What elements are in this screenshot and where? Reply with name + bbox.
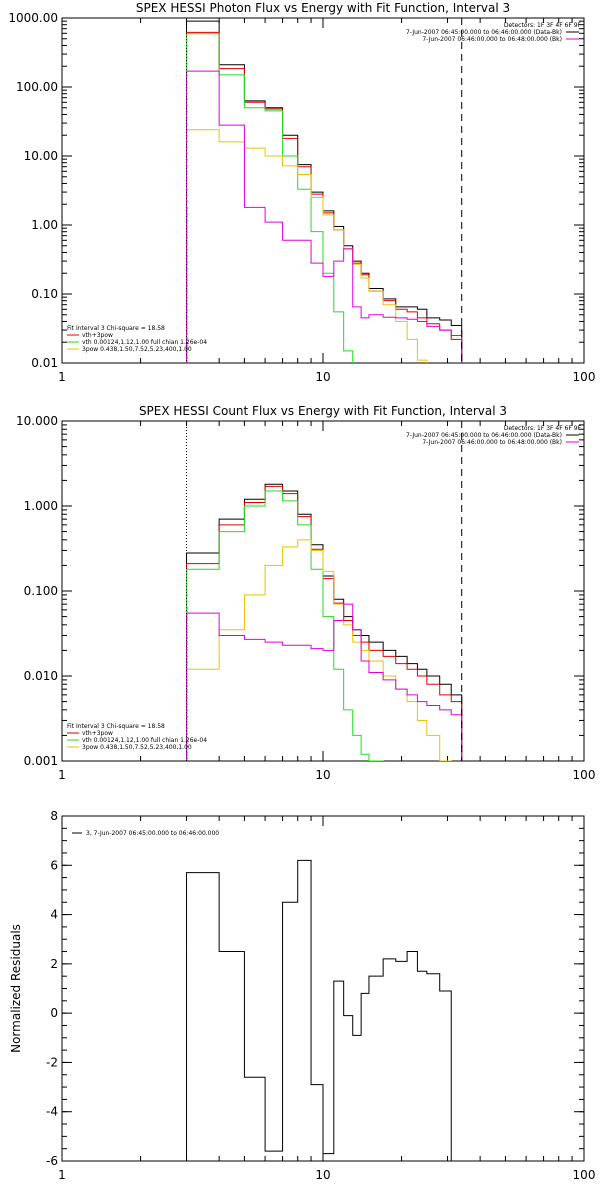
legend-item-label: 3pow 0.438,1.50,7.52,5.23,400,1.00	[82, 744, 192, 751]
x-tick-label: 1	[58, 370, 66, 384]
time-interval-label: 7-Jun-2007 06:46:00.000 to 06:48:00.000 …	[422, 36, 562, 43]
y-tick-label: 0.001	[24, 754, 58, 768]
legend: Fit Interval 3 Chi-square = 18.58vth+3po…	[67, 723, 207, 751]
y-tick-label: 10.00	[24, 149, 58, 163]
y-tick-label: 0.010	[24, 669, 58, 683]
legend: 3, 7-Jun-2007 06:45:00.000 to 06:46:00.0…	[72, 830, 219, 837]
x-tick-label: 100	[573, 1168, 596, 1182]
series-black-line	[186, 859, 452, 1161]
time-interval-label: 7-Jun-2007 06:45:00.000 to 06:46:00.000 …	[406, 29, 562, 36]
series-group	[186, 859, 452, 1161]
series-magenta-line	[186, 70, 463, 363]
x-tick-label: 1	[58, 1168, 66, 1182]
chart-3: Normalized Residuals 1 10 100 -6 -4 -2 0 2 4 6 8 3, …	[9, 809, 595, 1182]
y-axis-label: Normalized Residuals	[9, 924, 23, 1053]
legend-item-label: 3pow 0.438,1.50,7.52,5.23,400,1.00	[82, 346, 192, 353]
y-tick-label: 0.01	[31, 356, 58, 370]
y-tick-label: 0	[50, 1006, 58, 1020]
legend-header: Fit Interval 3 Chi-square = 18.58	[67, 723, 165, 730]
y-tick-label: 100.00	[16, 80, 58, 94]
x-tick-label: 1	[58, 768, 66, 782]
series-black-line	[186, 20, 463, 363]
x-axis: 1 10 100	[58, 18, 595, 384]
y-tick-label: 1000.00	[8, 11, 58, 25]
x-axis: 1 10 100	[58, 421, 595, 782]
series-yellow-line	[186, 539, 452, 761]
legend-item-label: vth 0.00124,1.12,1.00 full chian 1.26e-0…	[82, 737, 207, 744]
y-tick-label: 2	[50, 957, 58, 971]
y-tick-label: 0.10	[31, 287, 58, 301]
series-yellow-line	[186, 129, 428, 363]
y-tick-label: 10.000	[16, 414, 58, 428]
legend-item-label: vth+3pow	[82, 332, 113, 339]
y-axis: -6 -4 -2 0 2 4 6 8	[46, 809, 584, 1168]
chart-title: SPEX HESSI Count Flux vs Energy with Fit…	[139, 404, 507, 418]
y-tick-label: 8	[50, 809, 58, 823]
y-tick-label: 1.00	[31, 218, 58, 232]
legend-item-label: vth 0.00124,1.12,1.00 full chian 1.26e-0…	[82, 339, 207, 346]
detectors-label: Detectors: 1F 3F 4F 6F 9F	[504, 22, 582, 29]
legend: Fit Interval 3 Chi-square = 18.58vth+3po…	[67, 325, 207, 353]
series-green-line	[186, 33, 354, 363]
plot-frame	[61, 17, 585, 364]
y-tick-label: -2	[46, 1055, 58, 1069]
chart-1: SPEX HESSI Photon Flux vs Energy with Fi…	[8, 1, 595, 384]
x-axis: 1 10 100	[58, 816, 595, 1182]
x-tick-label: 10	[315, 1168, 330, 1182]
y-tick-label: -6	[46, 1154, 58, 1168]
legend-item-label: vth+3pow	[82, 730, 113, 737]
y-axis: 0.01 0.10 1.00 10.00 100.00 1000.00	[8, 11, 584, 370]
series-magenta-line	[186, 603, 463, 761]
y-tick-label: 1.000	[24, 499, 58, 513]
detector-info: Detectors: 1F 3F 4F 6F 9F7-Jun-2007 06:4…	[406, 22, 582, 43]
series-green-line	[186, 490, 384, 761]
y-axis: 0.001 0.010 0.100 1.000 10.000	[16, 414, 584, 768]
x-tick-label: 10	[315, 370, 330, 384]
time-interval-label: 7-Jun-2007 06:45:00.000 to 06:46:00.000 …	[406, 432, 562, 439]
y-tick-label: 4	[50, 908, 58, 922]
series-black-line	[186, 483, 463, 761]
chart-title: SPEX HESSI Photon Flux vs Energy with Fi…	[136, 1, 510, 15]
y-tick-label: 0.100	[24, 584, 58, 598]
y-tick-label: 6	[50, 858, 58, 872]
detector-info: Detectors: 1F 3F 4F 6F 9F7-Jun-2007 06:4…	[406, 425, 582, 446]
time-interval-label: 7-Jun-2007 06:46:00.000 to 06:48:00.000 …	[422, 439, 562, 446]
detectors-label: Detectors: 1F 3F 4F 6F 9F	[504, 425, 582, 432]
y-tick-label: -4	[46, 1105, 58, 1119]
series-group	[186, 20, 463, 363]
series-red-line	[186, 485, 463, 761]
legend-item-label: 3, 7-Jun-2007 06:45:00.000 to 06:46:00.0…	[86, 830, 219, 837]
legend-header: Fit Interval 3 Chi-square = 18.58	[67, 325, 165, 332]
x-tick-label: 100	[573, 768, 596, 782]
chart-2: SPEX HESSI Count Flux vs Energy with Fit…	[16, 404, 595, 782]
series-group	[186, 483, 463, 761]
x-tick-label: 10	[315, 768, 330, 782]
x-tick-label: 100	[573, 370, 596, 384]
series-red-line	[186, 31, 463, 363]
